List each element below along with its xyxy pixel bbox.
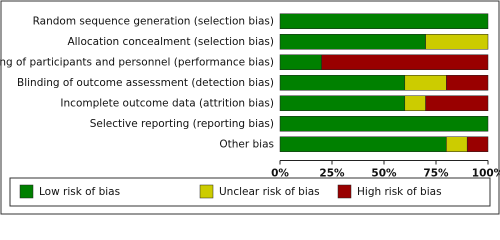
x-tick-label: 50% — [371, 168, 397, 180]
legend-swatch — [19, 184, 34, 199]
bar-segment — [446, 136, 468, 152]
bar-segment — [279, 75, 406, 91]
category-label: Random sequence generation (selection bi… — [33, 15, 274, 27]
bar-segment — [466, 136, 489, 152]
category-label: Selective reporting (reporting bias) — [90, 118, 274, 130]
bar-segment — [425, 34, 489, 50]
legend-swatch — [337, 184, 352, 199]
x-tick-label: 75% — [423, 168, 449, 180]
category-label: Other bias — [219, 138, 274, 150]
bar-segment — [446, 75, 489, 91]
bar-segment — [404, 95, 426, 111]
chart: Random sequence generation (selection bi… — [0, 0, 500, 215]
bar-segment — [404, 75, 447, 91]
legend-box — [9, 177, 491, 207]
category-label: Allocation concealment (selection bias) — [67, 36, 274, 48]
bar-segment — [279, 34, 426, 50]
x-tick-label: 100% — [472, 168, 500, 180]
category-label: Blinding of participants and personnel (… — [0, 56, 274, 68]
legend-label: High risk of bias — [357, 186, 442, 198]
category-label: Incomplete outcome data (attrition bias) — [60, 97, 274, 109]
bar-segment — [425, 95, 489, 111]
bar-segment — [279, 13, 489, 29]
bar-segment — [321, 54, 489, 70]
legend-label: Low risk of bias — [39, 186, 120, 198]
bar-segment — [279, 54, 322, 70]
bar-segment — [279, 95, 406, 111]
legend-swatch — [199, 184, 214, 199]
category-label: Blinding of outcome assessment (detectio… — [17, 77, 274, 89]
x-tick-label: 25% — [319, 168, 345, 180]
bar-segment — [279, 116, 489, 132]
legend-label: Unclear risk of bias — [219, 186, 320, 198]
x-tick-label: 0% — [271, 168, 289, 180]
bar-segment — [279, 136, 447, 152]
